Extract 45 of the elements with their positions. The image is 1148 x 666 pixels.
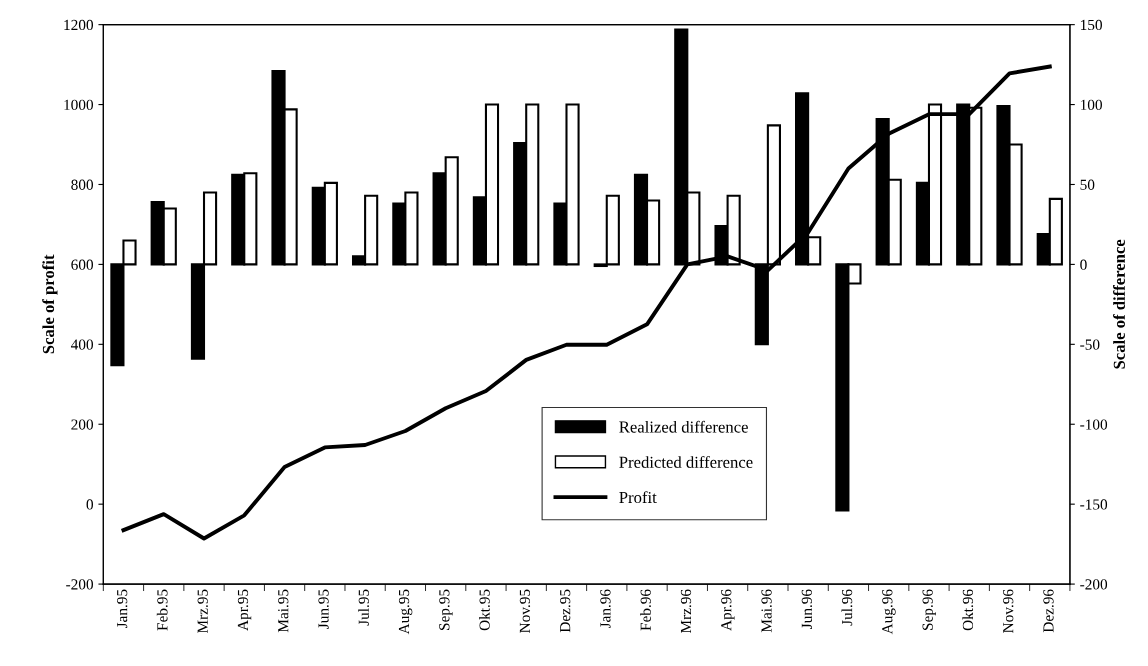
y2-tick-label: -150: [1080, 499, 1108, 510]
x-tick-label: Okt.95: [479, 589, 490, 631]
x-tick-label: Sep.95: [439, 589, 453, 630]
y2-tick-label: 50: [1080, 179, 1095, 190]
x-tick-label: Mrz.96: [680, 589, 692, 634]
x-tick-label: Jun.95: [318, 589, 329, 629]
x-tick-label: Aug.96: [882, 589, 896, 635]
x-tick-label: Apr.96: [721, 589, 735, 631]
x-tick-label: Jul.96: [841, 589, 853, 626]
x-tick-label: Nov.96: [1003, 589, 1014, 633]
x-tick-label: Jan.95: [117, 589, 128, 629]
x-tick-label: Feb.95: [156, 589, 168, 631]
y2-tick-label: 150: [1081, 19, 1102, 31]
legend-label: Predicted difference: [619, 455, 753, 468]
x-tick-label: Jan.96: [600, 589, 611, 629]
legend-label: Realized difference: [619, 420, 748, 433]
y2-tick-label: -200: [1080, 579, 1108, 590]
x-tick-label: Jul.95: [358, 589, 369, 626]
y-axis-title: Scale of profit: [42, 254, 58, 354]
x-tick-label: Aug.95: [398, 589, 413, 635]
y2-tick-label: 0: [1080, 259, 1087, 270]
x-tick-label: Okt.96: [962, 589, 974, 631]
x-tick-label: Mai.95: [278, 589, 289, 633]
y-tick-label: 0: [86, 499, 94, 510]
x-tick-label: Apr.95: [237, 589, 252, 631]
y-tick-label: 800: [71, 179, 94, 190]
x-tick-label: Feb.96: [640, 589, 651, 631]
y2-tick-label: -50: [1080, 339, 1100, 350]
y2-axis-title: Scale of difference: [1113, 239, 1125, 369]
y-tick-label: 400: [70, 339, 94, 350]
y-tick-label: 1000: [64, 99, 94, 111]
x-tick-label: Jun.96: [801, 589, 813, 629]
x-tick-label: Dez.95: [560, 589, 571, 633]
legend-label: Profit: [619, 491, 657, 504]
y-tick-label: 1200: [64, 19, 94, 31]
y-tick-label: -200: [66, 579, 94, 590]
x-tick-label: Dez.96: [1043, 589, 1054, 633]
y-tick-label: 200: [71, 419, 94, 430]
x-tick-label: Sep.96: [922, 589, 936, 630]
y-tick-label: 600: [71, 259, 94, 270]
x-tick-label: Mai.96: [761, 589, 772, 633]
x-tick-label: Mrz.95: [197, 589, 208, 634]
x-tick-label: Nov.95: [519, 589, 531, 633]
y2-tick-label: 100: [1081, 99, 1102, 111]
y2-tick-label: -100: [1080, 419, 1108, 430]
